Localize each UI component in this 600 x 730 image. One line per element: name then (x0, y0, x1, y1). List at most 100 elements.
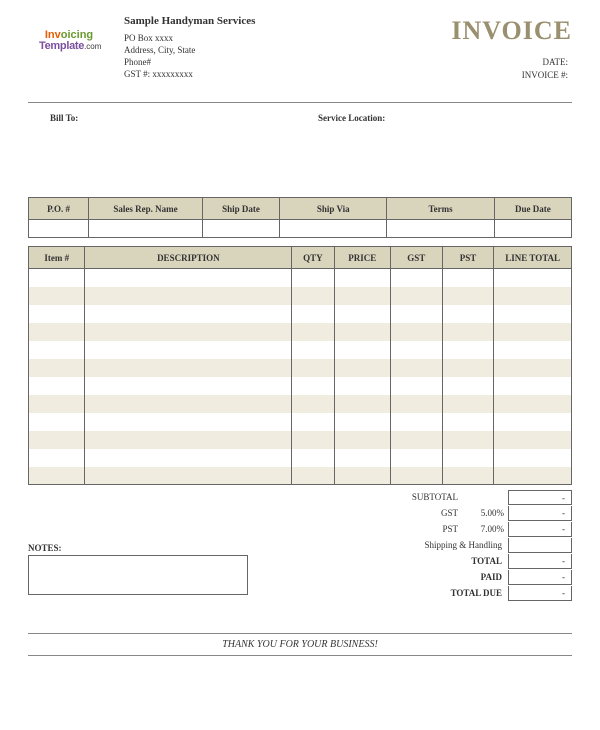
company-phone: Phone# (124, 56, 255, 68)
subtotal-row: SUBTOTAL - (28, 489, 572, 505)
item-row (29, 449, 572, 467)
items-header-linetotal: LINE TOTAL (494, 247, 572, 269)
order-cell-shipvia (280, 220, 387, 238)
item-cell (494, 395, 572, 413)
item-cell (29, 449, 85, 467)
order-data-row (29, 220, 572, 238)
date-label: DATE: (522, 56, 568, 69)
order-header-shipvia: Ship Via (280, 198, 387, 220)
order-header-shipdate: Ship Date (202, 198, 279, 220)
item-cell (442, 377, 494, 395)
company-gst: GST #: xxxxxxxxx (124, 68, 255, 80)
divider-top (28, 102, 572, 103)
item-cell (85, 287, 292, 305)
notes-label: NOTES: (28, 543, 248, 553)
item-cell (442, 323, 494, 341)
item-cell (442, 359, 494, 377)
item-cell (442, 431, 494, 449)
item-cell (334, 269, 390, 287)
item-cell (292, 377, 334, 395)
item-cell (29, 341, 85, 359)
item-cell (85, 377, 292, 395)
items-header-price: PRICE (334, 247, 390, 269)
item-cell (29, 287, 85, 305)
item-cell (292, 341, 334, 359)
items-header-gst: GST (390, 247, 442, 269)
item-cell (29, 467, 85, 485)
item-cell (292, 287, 334, 305)
item-cell (494, 341, 572, 359)
item-row (29, 467, 572, 485)
items-header-row: Item # DESCRIPTION QTY PRICE GST PST LIN… (29, 247, 572, 269)
paid-value: - (508, 570, 572, 585)
item-cell (85, 449, 292, 467)
item-cell (494, 287, 572, 305)
service-location-label: Service Location: (282, 113, 550, 123)
item-row (29, 269, 572, 287)
item-cell (85, 431, 292, 449)
item-cell (442, 341, 494, 359)
item-row (29, 413, 572, 431)
item-cell (390, 269, 442, 287)
order-cell-po (29, 220, 89, 238)
item-cell (85, 341, 292, 359)
order-header-row: P.O. # Sales Rep. Name Ship Date Ship Vi… (29, 198, 572, 220)
gst-row: GST 5.00% - (28, 505, 572, 521)
item-cell (334, 341, 390, 359)
subtotal-label: SUBTOTAL (344, 492, 464, 502)
item-cell (390, 305, 442, 323)
item-cell (494, 431, 572, 449)
item-cell (390, 323, 442, 341)
notes-box (28, 555, 248, 595)
pst-row: PST 7.00% - (28, 521, 572, 537)
item-cell (390, 467, 442, 485)
item-cell (29, 431, 85, 449)
item-cell (292, 359, 334, 377)
item-cell (29, 269, 85, 287)
gst-value: - (508, 506, 572, 521)
item-cell (442, 269, 494, 287)
order-cell-terms (387, 220, 494, 238)
item-cell (390, 431, 442, 449)
item-cell (494, 413, 572, 431)
item-cell (494, 449, 572, 467)
item-cell (292, 395, 334, 413)
address-spacer (28, 125, 572, 197)
item-cell (334, 413, 390, 431)
item-cell (494, 323, 572, 341)
item-cell (334, 431, 390, 449)
item-cell (442, 449, 494, 467)
item-cell (292, 413, 334, 431)
item-cell (390, 413, 442, 431)
items-header-item: Item # (29, 247, 85, 269)
bottom-area: SUBTOTAL - GST 5.00% - PST 7.00% - Shipp… (28, 489, 572, 619)
item-cell (334, 467, 390, 485)
gst-label: GST (344, 508, 464, 518)
item-cell (442, 467, 494, 485)
notes-block: NOTES: (28, 543, 248, 595)
shipping-value (508, 538, 572, 553)
item-row (29, 431, 572, 449)
item-cell (85, 395, 292, 413)
company-address-1: PO Box xxxx (124, 32, 255, 44)
order-header-duedate: Due Date (494, 198, 571, 220)
item-cell (334, 305, 390, 323)
logo-template: Template (39, 40, 84, 52)
item-cell (29, 305, 85, 323)
item-row (29, 323, 572, 341)
item-cell (494, 377, 572, 395)
pst-pct: 7.00% (464, 524, 508, 534)
items-header-pst: PST (442, 247, 494, 269)
item-cell (494, 467, 572, 485)
shipping-label: Shipping & Handling (344, 540, 508, 550)
subtotal-value: - (508, 490, 572, 505)
item-cell (442, 395, 494, 413)
item-row (29, 305, 572, 323)
item-cell (85, 467, 292, 485)
order-cell-duedate (494, 220, 571, 238)
total-value: - (508, 554, 572, 569)
bill-to-label: Bill To: (50, 113, 282, 123)
item-cell (334, 323, 390, 341)
logo-dotcom: .com (84, 42, 101, 51)
item-cell (390, 359, 442, 377)
